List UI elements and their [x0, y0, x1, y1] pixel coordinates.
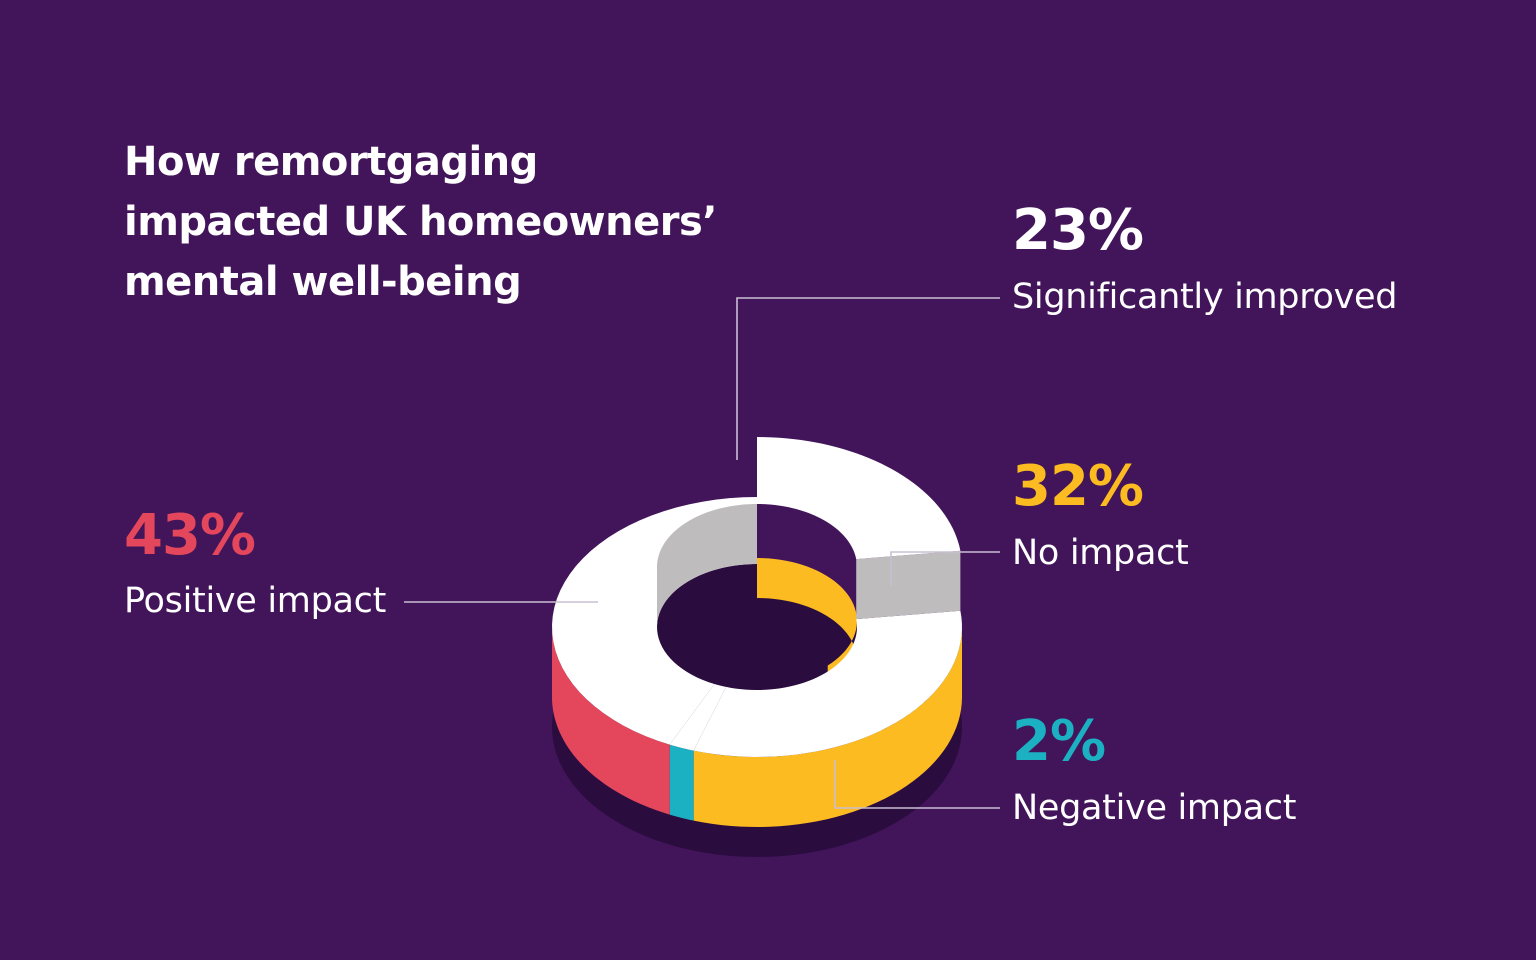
label-no-impact: No impact: [1012, 533, 1189, 573]
label-negative-impact: Negative impact: [1012, 788, 1297, 828]
inner-wall-no-impact: [757, 558, 857, 706]
slice-top-significantly-improved: [757, 437, 961, 560]
leader-line-negative-impact: [834, 760, 1000, 809]
slice-top-negative-impact: [669, 684, 727, 751]
label-positive-impact: Positive impact: [124, 581, 386, 621]
leader-line-no-impact: [890, 551, 1000, 586]
leader-line-significantly-improved: [736, 297, 1000, 460]
slice-top-no-impact: [693, 610, 962, 757]
chart-title-line: How remortgaging: [124, 139, 538, 185]
pct-negative-impact: 2%: [1012, 709, 1106, 774]
label-significantly-improved: Significantly improved: [1012, 277, 1398, 317]
chart-title: How remortgaging impacted UK homeowners’…: [124, 132, 764, 312]
chart-title-line: mental well-being: [124, 259, 522, 305]
slice-cut-significantly-improved: [856, 550, 961, 620]
pct-significantly-improved: 23%: [1012, 198, 1144, 263]
slice-wall-no-impact: [693, 627, 962, 827]
slice-wall-positive-impact: [552, 627, 670, 815]
pct-positive-impact: 43%: [124, 503, 256, 568]
inner-wall-positive-impact: [657, 564, 757, 667]
slice-wall-negative-impact: [669, 744, 694, 821]
pct-no-impact: 32%: [1012, 454, 1144, 519]
slice-inner-wall-significantly-improved: [657, 504, 757, 627]
chart-title-line: impacted UK homeowners’: [124, 199, 717, 245]
